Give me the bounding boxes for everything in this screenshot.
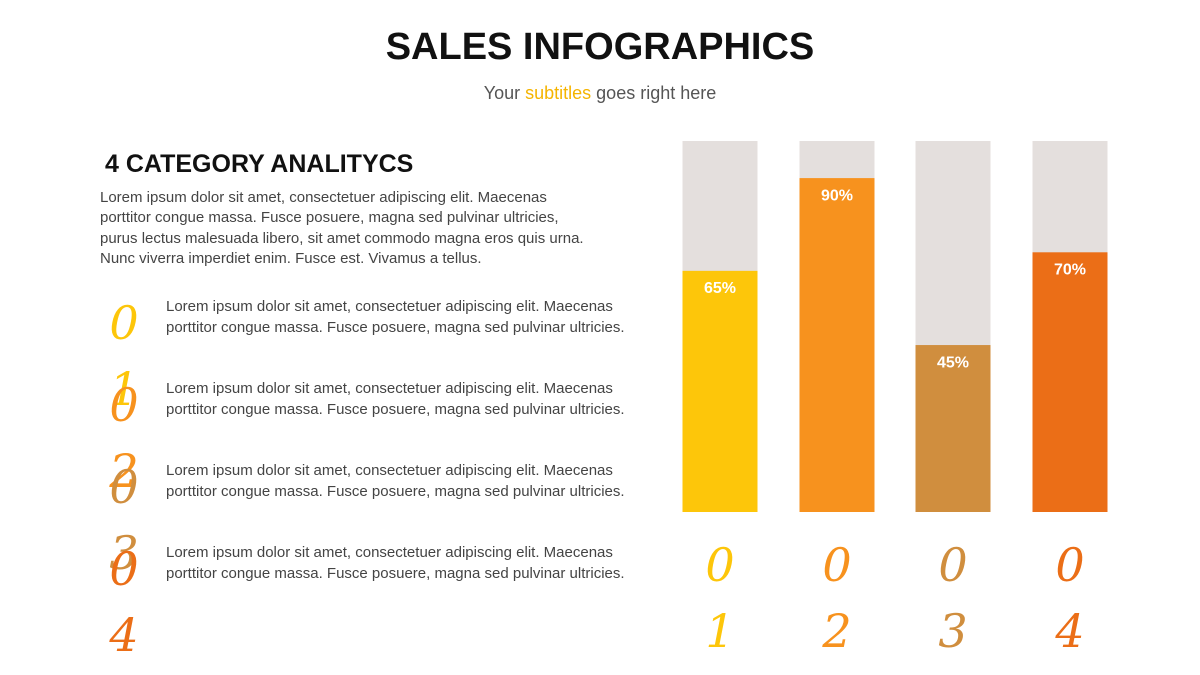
value-label: 90%: [821, 187, 853, 204]
bar: [682, 270, 758, 512]
item-number: 02: [109, 378, 139, 498]
subtitle: Your subtitles goes right here: [0, 83, 1200, 104]
category-label: 02: [822, 538, 852, 658]
item-text: Lorem ipsum dolor sit amet, consectetuer…: [166, 380, 625, 418]
item-number: 03: [109, 460, 139, 580]
title: SALES INFOGRAPHICS: [385, 26, 815, 68]
item-number: 01: [109, 296, 139, 416]
subtitle-highlight: subtitles: [525, 83, 592, 103]
chart: 65% 90% 45% 70%: [682, 141, 1108, 513]
item-text: Lorem ipsum dolor sit amet, consectetuer…: [166, 298, 625, 336]
bar: [1032, 252, 1108, 513]
item-text: Lorem ipsum dolor sit amet, consectetuer…: [166, 544, 625, 582]
value-label: 45%: [937, 354, 969, 371]
section-body: Lorem ipsum dolor sit amet, consectetuer…: [100, 189, 584, 267]
bar: [915, 345, 991, 512]
category-label: 01: [705, 538, 735, 658]
bar: [799, 178, 875, 512]
category-label: 03: [938, 538, 968, 658]
value-label: 70%: [1054, 262, 1086, 279]
item-number: 04: [109, 542, 139, 662]
section-heading: 4 CATEGORY ANALITYCS: [105, 150, 414, 178]
subtitle-text: goes right here: [591, 83, 717, 103]
item-text: Lorem ipsum dolor sit amet, consectetuer…: [166, 462, 625, 500]
subtitle-text: Your: [483, 83, 526, 103]
value-label: 65%: [704, 280, 736, 297]
category-label: 04: [1055, 538, 1085, 658]
